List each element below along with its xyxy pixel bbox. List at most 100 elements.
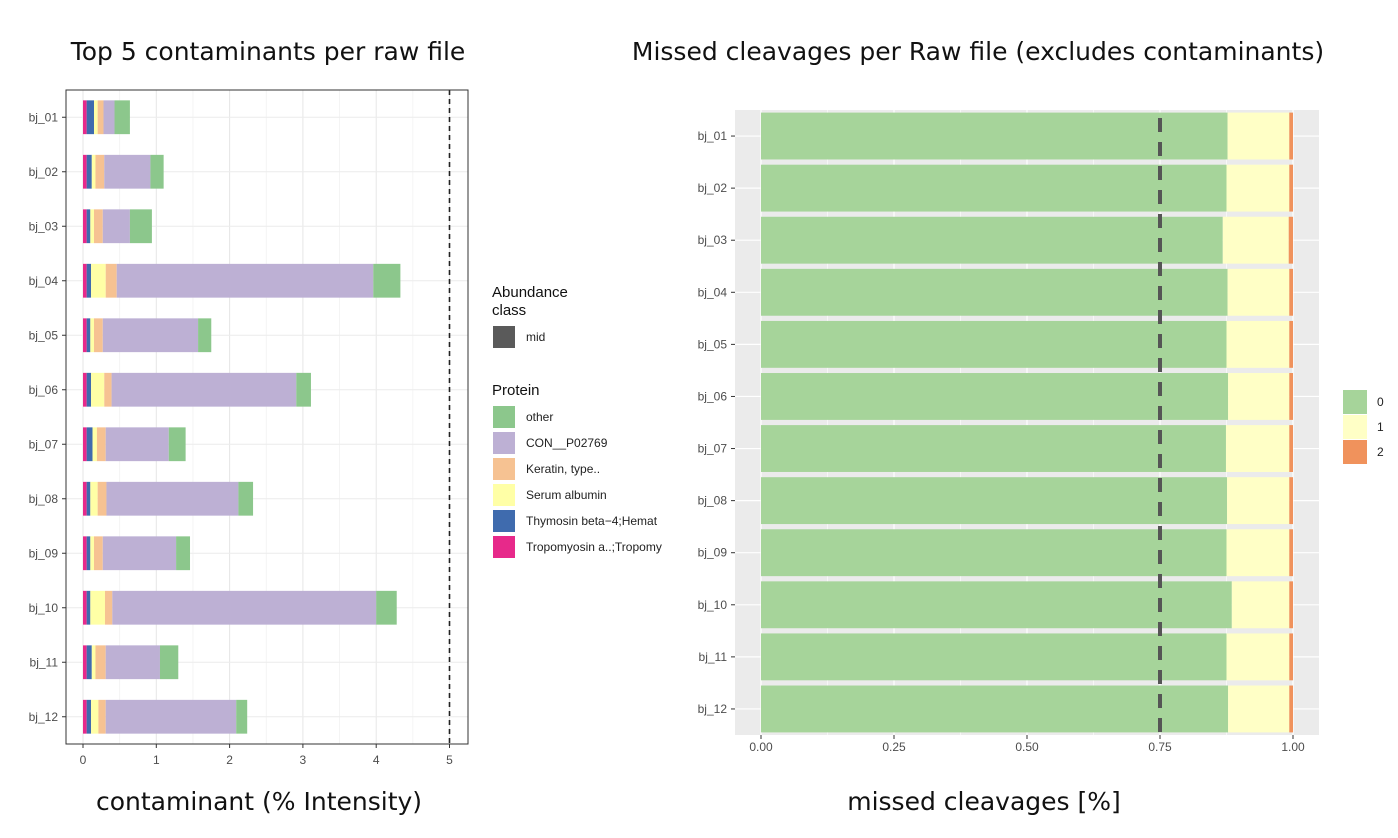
bar-segment	[168, 427, 186, 462]
legend-key	[1343, 440, 1367, 464]
missed-cleavages-y-axis: bj_01 bj_02 bj_03 bj_04 bj_05 bj_06 bj_07 bj_08…	[698, 129, 735, 716]
bar-segment	[83, 536, 87, 571]
contaminants-bars	[83, 100, 401, 734]
x-tick-label: 0.75	[1148, 740, 1172, 754]
legend-key	[493, 458, 515, 480]
bar-segment	[238, 481, 254, 516]
x-tick-label: 0	[80, 753, 87, 767]
y-tick-label: bj_09	[698, 546, 728, 560]
x-tick-label: 0.00	[749, 740, 773, 754]
bar-segment	[1289, 529, 1293, 577]
bar-segment	[1289, 320, 1293, 368]
bar-segment	[102, 209, 130, 244]
bar-segment	[86, 427, 93, 462]
x-tick-label: 0.50	[1015, 740, 1039, 754]
y-tick-label: bj_10	[698, 598, 728, 612]
missed-cleavages-x-axis: 0.00 0.25 0.50 0.75 1.00	[749, 735, 1305, 754]
bar-segment	[1227, 268, 1290, 316]
bar-segment	[98, 699, 106, 734]
bar-segment	[106, 481, 239, 516]
legend-key	[493, 406, 515, 428]
bar-segment	[91, 154, 96, 189]
bar-segment	[86, 318, 91, 353]
bar-segment	[114, 100, 130, 135]
legend-key	[493, 326, 515, 348]
bar-segment	[1226, 633, 1290, 681]
y-tick-label: bj_11	[30, 655, 59, 669]
bar-segment	[86, 372, 92, 407]
bar-segment	[105, 699, 237, 734]
legend-label: mid	[526, 330, 545, 344]
bar-segment	[159, 645, 179, 680]
bar-segment	[376, 590, 397, 625]
bar-segment	[83, 699, 87, 734]
bar-segment	[1288, 216, 1293, 264]
legend-key	[493, 484, 515, 506]
bar-segment	[1226, 320, 1290, 368]
y-tick-label: bj_03	[698, 233, 728, 247]
bar-segment	[104, 372, 112, 407]
bar-segment	[102, 536, 177, 571]
y-tick-label: bj_04	[29, 274, 59, 288]
bar-segment	[86, 481, 91, 516]
y-tick-label: bj_01	[29, 110, 59, 124]
missed-cleavages-chart-title: Missed cleavages per Raw file (excludes …	[632, 37, 1324, 66]
bar-segment	[761, 268, 1228, 316]
contaminants-x-axis-title: contaminant (% Intensity)	[96, 787, 422, 816]
bar-segment	[97, 481, 107, 516]
bar-segment	[1289, 477, 1293, 525]
bar-segment	[761, 581, 1232, 629]
y-tick-label: bj_10	[29, 601, 59, 615]
legend-key	[493, 432, 515, 454]
bar-segment	[1289, 581, 1293, 629]
legend-label: 0	[1377, 395, 1384, 409]
bar-segment	[102, 318, 199, 353]
bar-segment	[761, 633, 1227, 681]
bar-segment	[93, 318, 103, 353]
bar-segment	[176, 536, 191, 571]
x-tick-label: 1.00	[1281, 740, 1305, 754]
legend-label: 2	[1377, 445, 1384, 459]
legend-label: CON__P02769	[526, 436, 608, 450]
y-tick-label: bj_01	[698, 129, 728, 143]
bar-segment	[1225, 425, 1290, 472]
y-tick-label: bj_05	[698, 337, 728, 351]
bar-segment	[129, 209, 152, 244]
missed-cleavages-chart: Missed cleavages per Raw file (excludes …	[632, 37, 1384, 816]
bar-segment	[86, 699, 92, 734]
missed-cleavages-legend: 0 1 2	[1343, 390, 1384, 464]
y-tick-label: bj_07	[29, 437, 59, 451]
bar-segment	[761, 425, 1226, 472]
bar-segment	[90, 209, 94, 244]
abundance-legend-title-line2: class	[492, 302, 526, 319]
bar-segment	[761, 320, 1227, 368]
legend-key	[493, 536, 515, 558]
missed-cleavages-bars	[761, 112, 1293, 733]
bar-segment	[93, 100, 98, 135]
bar-segment	[91, 645, 96, 680]
bar-segment	[111, 372, 297, 407]
bar-segment	[1289, 164, 1293, 212]
protein-legend-items: other CON__P02769 Keratin, type.. Serum alb…	[493, 406, 662, 558]
contaminants-chart-title: Top 5 contaminants per raw file	[70, 37, 466, 66]
bar-segment	[83, 645, 87, 680]
legend-key	[493, 510, 515, 532]
bar-segment	[86, 154, 92, 189]
y-tick-label: bj_07	[698, 442, 728, 456]
bar-segment	[1289, 268, 1293, 316]
bar-segment	[1289, 685, 1293, 733]
contaminants-plot-border	[65, 89, 469, 745]
bar-segment	[1226, 164, 1290, 212]
contaminants-y-axis: bj_01 bj_02 bj_03 bj_04 bj_05 bj_06 bj_07 bj_08…	[29, 110, 66, 724]
legend-label: Thymosin beta−4;Hemat	[526, 514, 658, 528]
bar-segment	[1226, 529, 1290, 577]
bar-segment	[761, 164, 1227, 212]
bar-segment	[86, 263, 92, 298]
bar-segment	[103, 100, 115, 135]
bar-segment	[90, 590, 105, 625]
bar-segment	[105, 427, 169, 462]
bar-segment	[1228, 373, 1290, 420]
bar-segment	[236, 699, 248, 734]
bar-segment	[86, 100, 94, 135]
